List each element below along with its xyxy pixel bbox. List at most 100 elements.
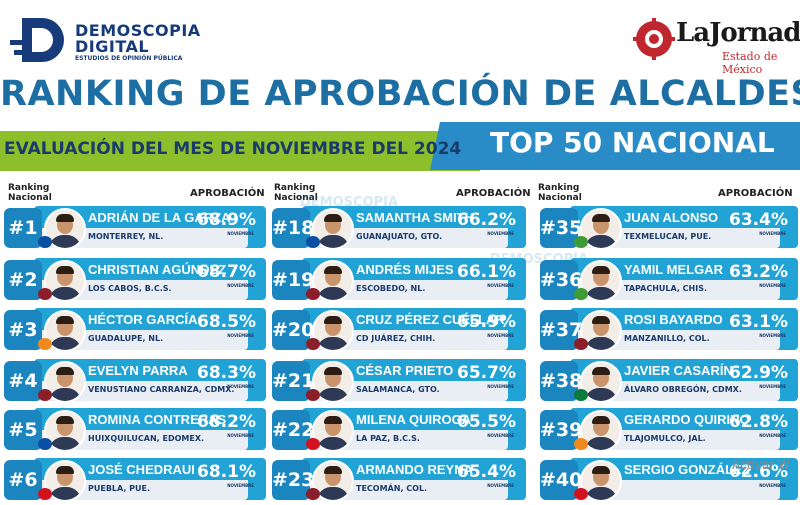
approval-percent: 62.9% [729, 363, 788, 383]
month-label: NOVIEMBRE [227, 384, 254, 389]
mayor-name: ARMANDO REYNA [356, 462, 473, 477]
approval-percent: 63.1% [729, 312, 788, 332]
card-city-strip [34, 480, 248, 500]
party-logo-icon [38, 389, 52, 401]
party-logo-icon [38, 488, 52, 500]
rank-badge: #21 [272, 361, 314, 401]
approval-percent: 68.9% [197, 210, 256, 230]
ranking-card: #22 MILENA QUIROGA LA PAZ, B.C.S. 65.5% NOVI… [272, 408, 526, 454]
ranking-card: #38 JAVIER CASARÍN ÁLVARO OBREGÓN, CDMX. 62… [540, 359, 798, 405]
rank-badge: #23 [272, 460, 314, 500]
la-jornada-gear-icon [633, 18, 675, 60]
mayor-name: SAMANTHA SMITH [356, 210, 474, 225]
mayor-photo [580, 260, 622, 302]
rank-badge: #6 [4, 460, 42, 500]
municipality: LOS CABOS, B.C.S. [88, 284, 172, 293]
party-logo-icon [306, 338, 320, 350]
ranking-card: #2 CHRISTIAN AGÚNDEZ LOS CABOS, B.C.S. 68.7… [4, 258, 266, 304]
approval-percent: 66.2% [457, 210, 516, 230]
la-jornada-logo-text: LaJornada [676, 18, 800, 48]
rank-badge: #40 [540, 460, 582, 500]
demoscopia-logo-icon [10, 18, 64, 62]
municipality: SALAMANCA, GTO. [356, 385, 440, 394]
ranking-card: #19 ANDRÉS MIJES ESCOBEDO, NL. 66.1% NOVIEMB… [272, 258, 526, 304]
party-logo-icon [574, 488, 588, 500]
ranking-card: #18 SAMANTHA SMITH GUANAJUATO, GTO. 66.2% NO… [272, 206, 526, 252]
mayor-name: HÉCTOR GARCÍA [88, 312, 198, 327]
card-city-strip [570, 330, 780, 350]
card-city-strip [570, 480, 780, 500]
rank-badge: #18 [272, 208, 314, 248]
mayor-name: ROMINA CONTRERAS [88, 412, 227, 427]
la-jornada-subtitle: Estado de México [722, 50, 778, 76]
mayor-name: SERGIO GONZÁLEZ [624, 462, 750, 477]
approval-percent: 66.1% [457, 262, 516, 282]
month-label: NOVIEMBRE [487, 433, 514, 438]
ranking-card: #35 JUAN ALONSO TEXMELUCAN, PUE. 63.4% NOVIE… [540, 206, 798, 252]
page-title: RANKING DE APROBACIÓN DE ALCALDES [0, 74, 800, 114]
month-label: NOVIEMBRE [759, 384, 786, 389]
approval-percent: 68.3% [197, 363, 256, 383]
ranking-card: #20 CRUZ PÉREZ CUÉLLAR CD JUÁREZ, CHIH. 65.… [272, 308, 526, 354]
month-label: NOVIEMBRE [227, 483, 254, 488]
mayor-name: CÉSAR PRIETO [356, 363, 454, 378]
demoscopia-logo-line2: DIGITAL [75, 37, 150, 56]
column-2-rank-header: Ranking Nacional [274, 183, 318, 203]
mayor-photo [44, 260, 86, 302]
municipality: GUANAJUATO, GTO. [356, 232, 443, 241]
rank-badge: #22 [272, 410, 314, 450]
municipality: TEXMELUCAN, PUE. [624, 232, 712, 241]
card-city-strip [570, 381, 780, 401]
mayor-name: JAVIER CASARÍN [624, 363, 733, 378]
month-label: NOVIEMBRE [227, 433, 254, 438]
mayor-name: ROSI BAYARDO [624, 312, 723, 327]
rank-badge: #36 [540, 260, 582, 300]
rank-badge: #5 [4, 410, 42, 450]
municipality: MONTERREY, NL. [88, 232, 164, 241]
evaluation-period: EVALUACIÓN DEL MES DE NOVIEMBRE DEL 2024 [4, 139, 462, 159]
column-3-approval-header: APROBACIÓN [718, 188, 793, 199]
month-label: NOVIEMBRE [759, 483, 786, 488]
approval-percent: 65.9% [457, 312, 516, 332]
mayor-name: ADRIÁN DE LA GARZA [88, 210, 231, 225]
party-logo-icon [306, 288, 320, 300]
mayor-photo [580, 361, 622, 403]
rank-badge: #19 [272, 260, 314, 300]
card-city-strip [34, 280, 248, 300]
party-logo-icon [574, 338, 588, 350]
party-logo-icon [306, 389, 320, 401]
municipality: HUIXQUILUCAN, EDOMEX. [88, 434, 205, 443]
approval-percent: 65.4% [457, 462, 516, 482]
ranking-card: #39 GERARDO QUIRINO TLAJOMULCO, JAL. 62.8% N… [540, 408, 798, 454]
ranking-card: #37 ROSI BAYARDO MANZANILLO, COL. 63.1% NOVI… [540, 308, 798, 354]
approval-percent: 65.7% [457, 363, 516, 383]
approval-percent: 68.2% [197, 412, 256, 432]
month-label: NOVIEMBRE [759, 333, 786, 338]
municipality: GUADALUPE, NL. [88, 334, 164, 343]
month-label: NOVIEMBRE [487, 283, 514, 288]
top-band [430, 122, 800, 170]
ranking-card: #40 SERGIO GONZÁLEZ 62.6% NOVIEMBRE [540, 458, 798, 504]
party-logo-icon [38, 438, 52, 450]
approval-percent: 65.5% [457, 412, 516, 432]
mayor-name: JOSÉ CHEDRAUI [88, 462, 195, 477]
approval-percent: 68.7% [197, 262, 256, 282]
month-label: NOVIEMBRE [487, 231, 514, 236]
mayor-name: ANDRÉS MIJES [356, 262, 454, 277]
party-logo-icon [38, 338, 52, 350]
demoscopia-tagline: ESTUDIOS DE OPINIÓN PÚBLICA [75, 55, 183, 62]
month-label: NOVIEMBRE [487, 333, 514, 338]
ranking-card: #5 ROMINA CONTRERAS HUIXQUILUCAN, EDOMEX. 6… [4, 408, 266, 454]
ranking-card: #6 JOSÉ CHEDRAUI PUEBLA, PUE. 68.1% NOVIEMBR… [4, 458, 266, 504]
party-logo-icon [306, 438, 320, 450]
party-logo-icon [574, 438, 588, 450]
approval-percent: 68.5% [197, 312, 256, 332]
rank-badge: #3 [4, 310, 42, 350]
month-label: NOVIEMBRE [759, 283, 786, 288]
mayor-name: YAMIL MELGAR [624, 262, 723, 277]
rank-badge: #35 [540, 208, 582, 248]
party-logo-icon [574, 236, 588, 248]
rank-badge: #37 [540, 310, 582, 350]
approval-percent: 68.1% [197, 462, 256, 482]
month-label: NOVIEMBRE [227, 231, 254, 236]
